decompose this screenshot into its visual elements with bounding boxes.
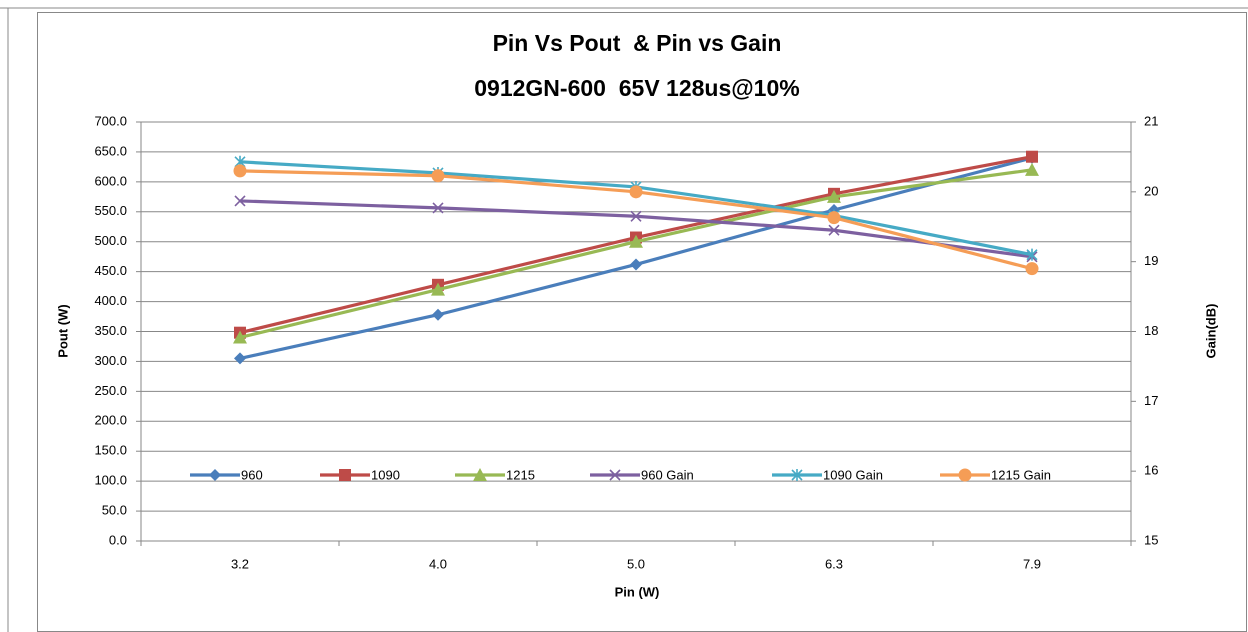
x-axis-label: Pin (W) — [615, 584, 660, 599]
y-tick-label: 50.0 — [102, 503, 127, 518]
y2-tick-label: 21 — [1144, 113, 1158, 128]
y-tick-label: 100.0 — [94, 473, 127, 488]
legend-marker — [609, 469, 621, 481]
y-tick-label: 450.0 — [94, 263, 127, 278]
legend-marker — [791, 469, 803, 481]
y2-tick-label: 18 — [1144, 323, 1158, 338]
x-tick-label: 6.3 — [825, 556, 843, 571]
data-point — [828, 224, 840, 236]
x-tick-label: 5.0 — [627, 556, 645, 571]
data-point — [432, 202, 444, 214]
x-tick-label: 7.9 — [1023, 556, 1041, 571]
x-tick-label: 4.0 — [429, 556, 447, 571]
data-point — [1026, 150, 1038, 163]
y-tick-label: 600.0 — [94, 173, 127, 188]
data-point — [1025, 162, 1039, 176]
data-point — [1026, 248, 1038, 261]
chart-subtitle: 0912GN-600 65V 128us@10% — [474, 75, 799, 101]
legend-label: 1215 Gain — [991, 467, 1051, 482]
legend-marker — [473, 468, 487, 481]
data-point — [234, 195, 246, 207]
y-tick-label: 250.0 — [94, 383, 127, 398]
y-tick-label: 400.0 — [94, 293, 127, 308]
y-tick-label: 0.0 — [109, 532, 127, 547]
y2-tick-label: 16 — [1144, 463, 1158, 478]
y2-axis-label: Gain(dB) — [1203, 304, 1218, 359]
y2-tick-label: 20 — [1144, 183, 1158, 198]
y-axis-label: Pout (W) — [55, 304, 70, 357]
legend-marker — [209, 469, 221, 481]
data-point — [630, 258, 642, 271]
data-point — [827, 211, 841, 225]
y-tick-label: 150.0 — [94, 443, 127, 458]
data-point — [234, 352, 246, 365]
y-tick-label: 500.0 — [94, 233, 127, 248]
data-point — [233, 164, 247, 178]
y-tick-label: 550.0 — [94, 203, 127, 218]
y-tick-label: 350.0 — [94, 323, 127, 338]
legend-label: 960 Gain — [641, 467, 694, 482]
legend-label: 1215 — [506, 467, 535, 482]
y-tick-label: 200.0 — [94, 413, 127, 428]
legend-label: 960 — [241, 467, 263, 482]
data-point — [629, 185, 643, 199]
legend-marker — [958, 468, 972, 482]
data-point — [1025, 262, 1039, 276]
y-tick-label: 700.0 — [94, 113, 127, 128]
chart-title: Pin Vs Pout & Pin vs Gain — [493, 30, 782, 56]
data-point — [431, 169, 445, 183]
data-point — [233, 330, 247, 344]
data-point — [630, 210, 642, 222]
legend-label: 1090 — [371, 467, 400, 482]
data-point — [629, 234, 643, 248]
data-point — [827, 189, 841, 203]
chart-area — [37, 12, 1247, 632]
data-point — [431, 282, 445, 296]
y2-tick-label: 15 — [1144, 532, 1158, 547]
data-point — [432, 308, 444, 321]
y2-tick-label: 17 — [1144, 393, 1158, 408]
legend-label: 1090 Gain — [823, 467, 883, 482]
y-tick-label: 300.0 — [94, 353, 127, 368]
x-tick-label: 3.2 — [231, 556, 249, 571]
legend-marker — [339, 469, 351, 481]
y2-tick-label: 19 — [1144, 253, 1158, 268]
y-tick-label: 650.0 — [94, 143, 127, 158]
